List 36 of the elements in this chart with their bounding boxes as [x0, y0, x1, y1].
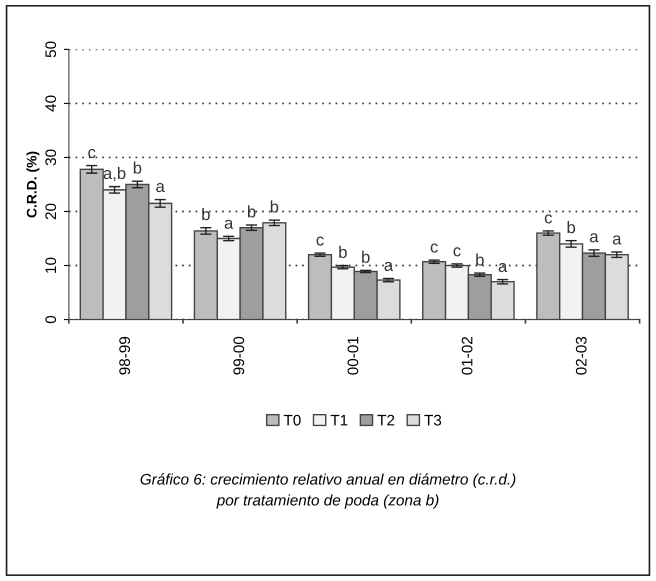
data-label: c: [454, 247, 461, 256]
data-label: b: [362, 250, 370, 263]
data-label: b: [270, 200, 278, 213]
y-tick-label: 20: [45, 204, 56, 220]
legend-label: T0: [284, 414, 301, 426]
legend-label: T2: [378, 414, 394, 426]
data-label: a: [590, 233, 599, 242]
text: Gráfico 6: crecimiento relativo anual en diámetro (c.r.d.) por tratamiento de poda (zona b): [140, 473, 516, 509]
x-tick-label: 01-02: [462, 336, 472, 375]
x-tick-label: 02-03: [576, 336, 587, 375]
y-tick-label: 0: [45, 316, 56, 324]
legend-label: T3: [424, 414, 442, 426]
data-label: c: [544, 214, 552, 224]
data-label: a: [224, 220, 234, 229]
data-label: b: [202, 208, 210, 220]
legend-label: T1: [330, 414, 348, 426]
x-tick-label: 99-00: [233, 336, 244, 375]
data-label: a: [384, 262, 394, 272]
data-label: b: [134, 162, 142, 174]
data-label: c: [316, 236, 324, 246]
data-label: a: [156, 183, 165, 192]
data-label: c: [430, 244, 438, 253]
data-label: b: [568, 220, 576, 234]
y-tick-label: 40: [45, 96, 56, 112]
data-label: b: [339, 246, 347, 258]
y-tick-label: 30: [45, 150, 56, 166]
y-axis-title: C.R.D. (%): [26, 152, 40, 218]
data-label: b: [248, 205, 256, 218]
y-tick-label: 10: [45, 258, 56, 273]
data-label: b: [476, 253, 484, 266]
x-tick-label: 98-99: [119, 336, 130, 375]
x-tick-label: 00-01: [348, 336, 358, 375]
y-tick-label: 50: [45, 41, 56, 58]
data-label: a: [498, 262, 508, 272]
data-label: c: [88, 148, 96, 158]
data-label: a: [612, 235, 622, 245]
